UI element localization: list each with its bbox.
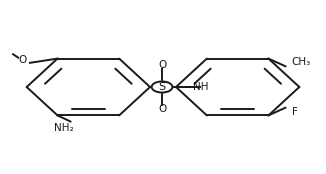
Text: O: O [19,55,27,65]
Text: NH₂: NH₂ [54,122,74,133]
Text: S: S [158,82,166,92]
Circle shape [152,81,172,93]
Text: O: O [158,104,166,114]
Text: CH₃: CH₃ [291,57,310,67]
Text: NH: NH [193,82,208,92]
Text: F: F [292,107,298,117]
Text: O: O [158,60,166,70]
